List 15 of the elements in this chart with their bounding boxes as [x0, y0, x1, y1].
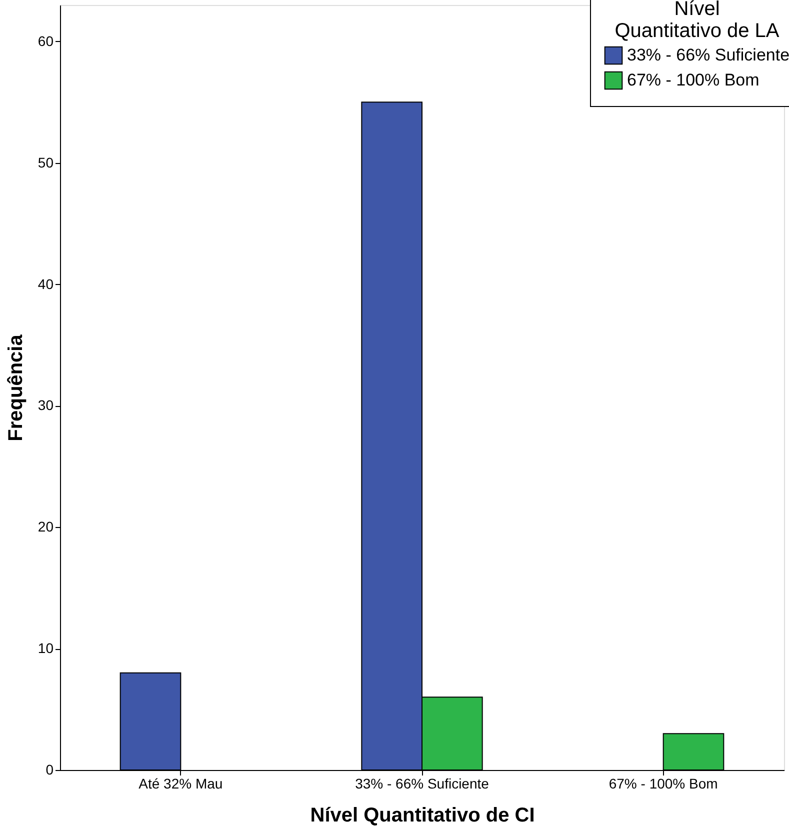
y-axis-title: Frequência — [4, 334, 27, 442]
x-tick-label: Até 32% Mau — [138, 776, 223, 792]
y-tick-label: 10 — [38, 640, 54, 656]
y-tick-label: 0 — [46, 762, 54, 778]
x-axis-title: Nível Quantitativo de CI — [310, 804, 535, 826]
legend-title: Nível Quantitativo de LA — [614, 0, 780, 42]
y-tick-label: 20 — [38, 518, 54, 535]
y-tick-label: 30 — [38, 397, 54, 414]
legend-label: 33% - 66% Suficiente — [627, 46, 789, 64]
y-tick-label: 60 — [38, 32, 54, 49]
x-tick-label: 33% - 66% Suficiente — [355, 776, 490, 792]
y-tick-label: 50 — [38, 154, 54, 170]
y-tick-label: 40 — [38, 276, 54, 292]
x-tick-label: 67% - 100% Bom — [608, 776, 718, 792]
legend-label: 67% - 100% Bom — [627, 70, 760, 90]
